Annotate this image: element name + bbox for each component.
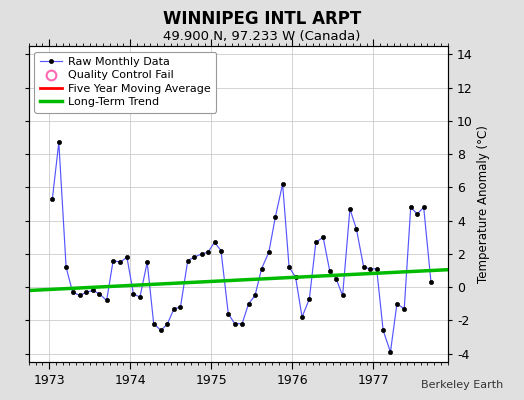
Raw Monthly Data bbox=[158, 328, 164, 333]
Raw Monthly Data bbox=[320, 235, 326, 240]
Y-axis label: Temperature Anomaly (°C): Temperature Anomaly (°C) bbox=[477, 125, 490, 283]
Legend: Raw Monthly Data, Quality Control Fail, Five Year Moving Average, Long-Term Tren: Raw Monthly Data, Quality Control Fail, … bbox=[35, 52, 216, 113]
Raw Monthly Data bbox=[387, 350, 394, 354]
Raw Monthly Data bbox=[313, 240, 319, 245]
Raw Monthly Data bbox=[428, 280, 434, 284]
Line: Raw Monthly Data: Raw Monthly Data bbox=[50, 140, 433, 354]
Text: WINNIPEG INTL ARPT: WINNIPEG INTL ARPT bbox=[163, 10, 361, 28]
Raw Monthly Data bbox=[218, 248, 224, 253]
Raw Monthly Data bbox=[70, 290, 76, 294]
Raw Monthly Data bbox=[56, 140, 62, 145]
Text: 49.900 N, 97.233 W (Canada): 49.900 N, 97.233 W (Canada) bbox=[163, 30, 361, 43]
Raw Monthly Data bbox=[77, 293, 83, 298]
Text: Berkeley Earth: Berkeley Earth bbox=[421, 380, 503, 390]
Raw Monthly Data bbox=[49, 197, 56, 202]
